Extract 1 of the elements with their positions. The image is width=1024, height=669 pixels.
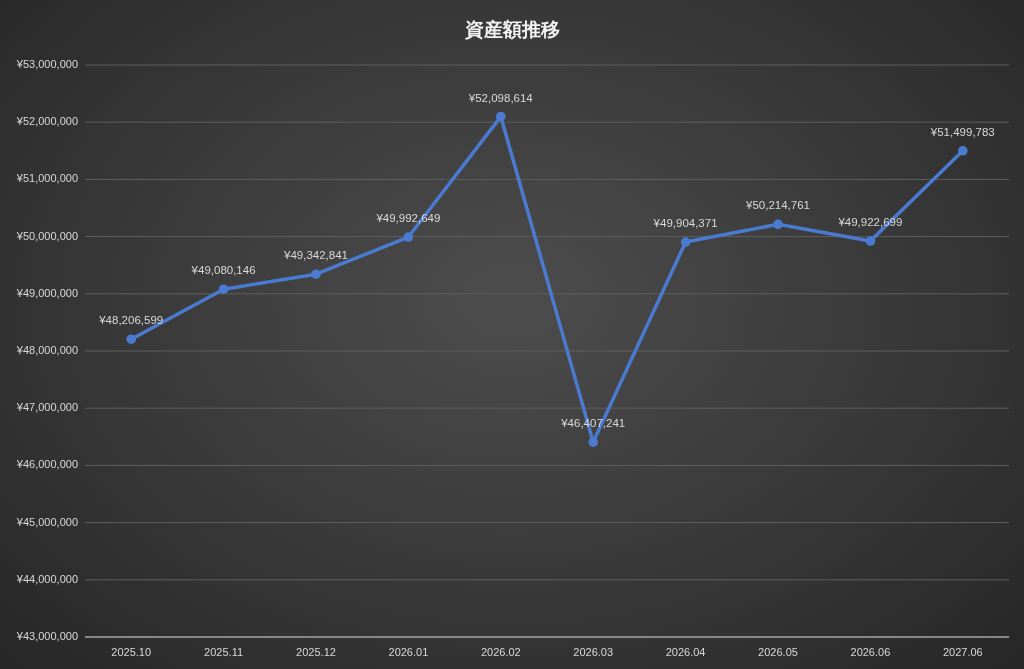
title: 資産額推移: [464, 17, 560, 40]
